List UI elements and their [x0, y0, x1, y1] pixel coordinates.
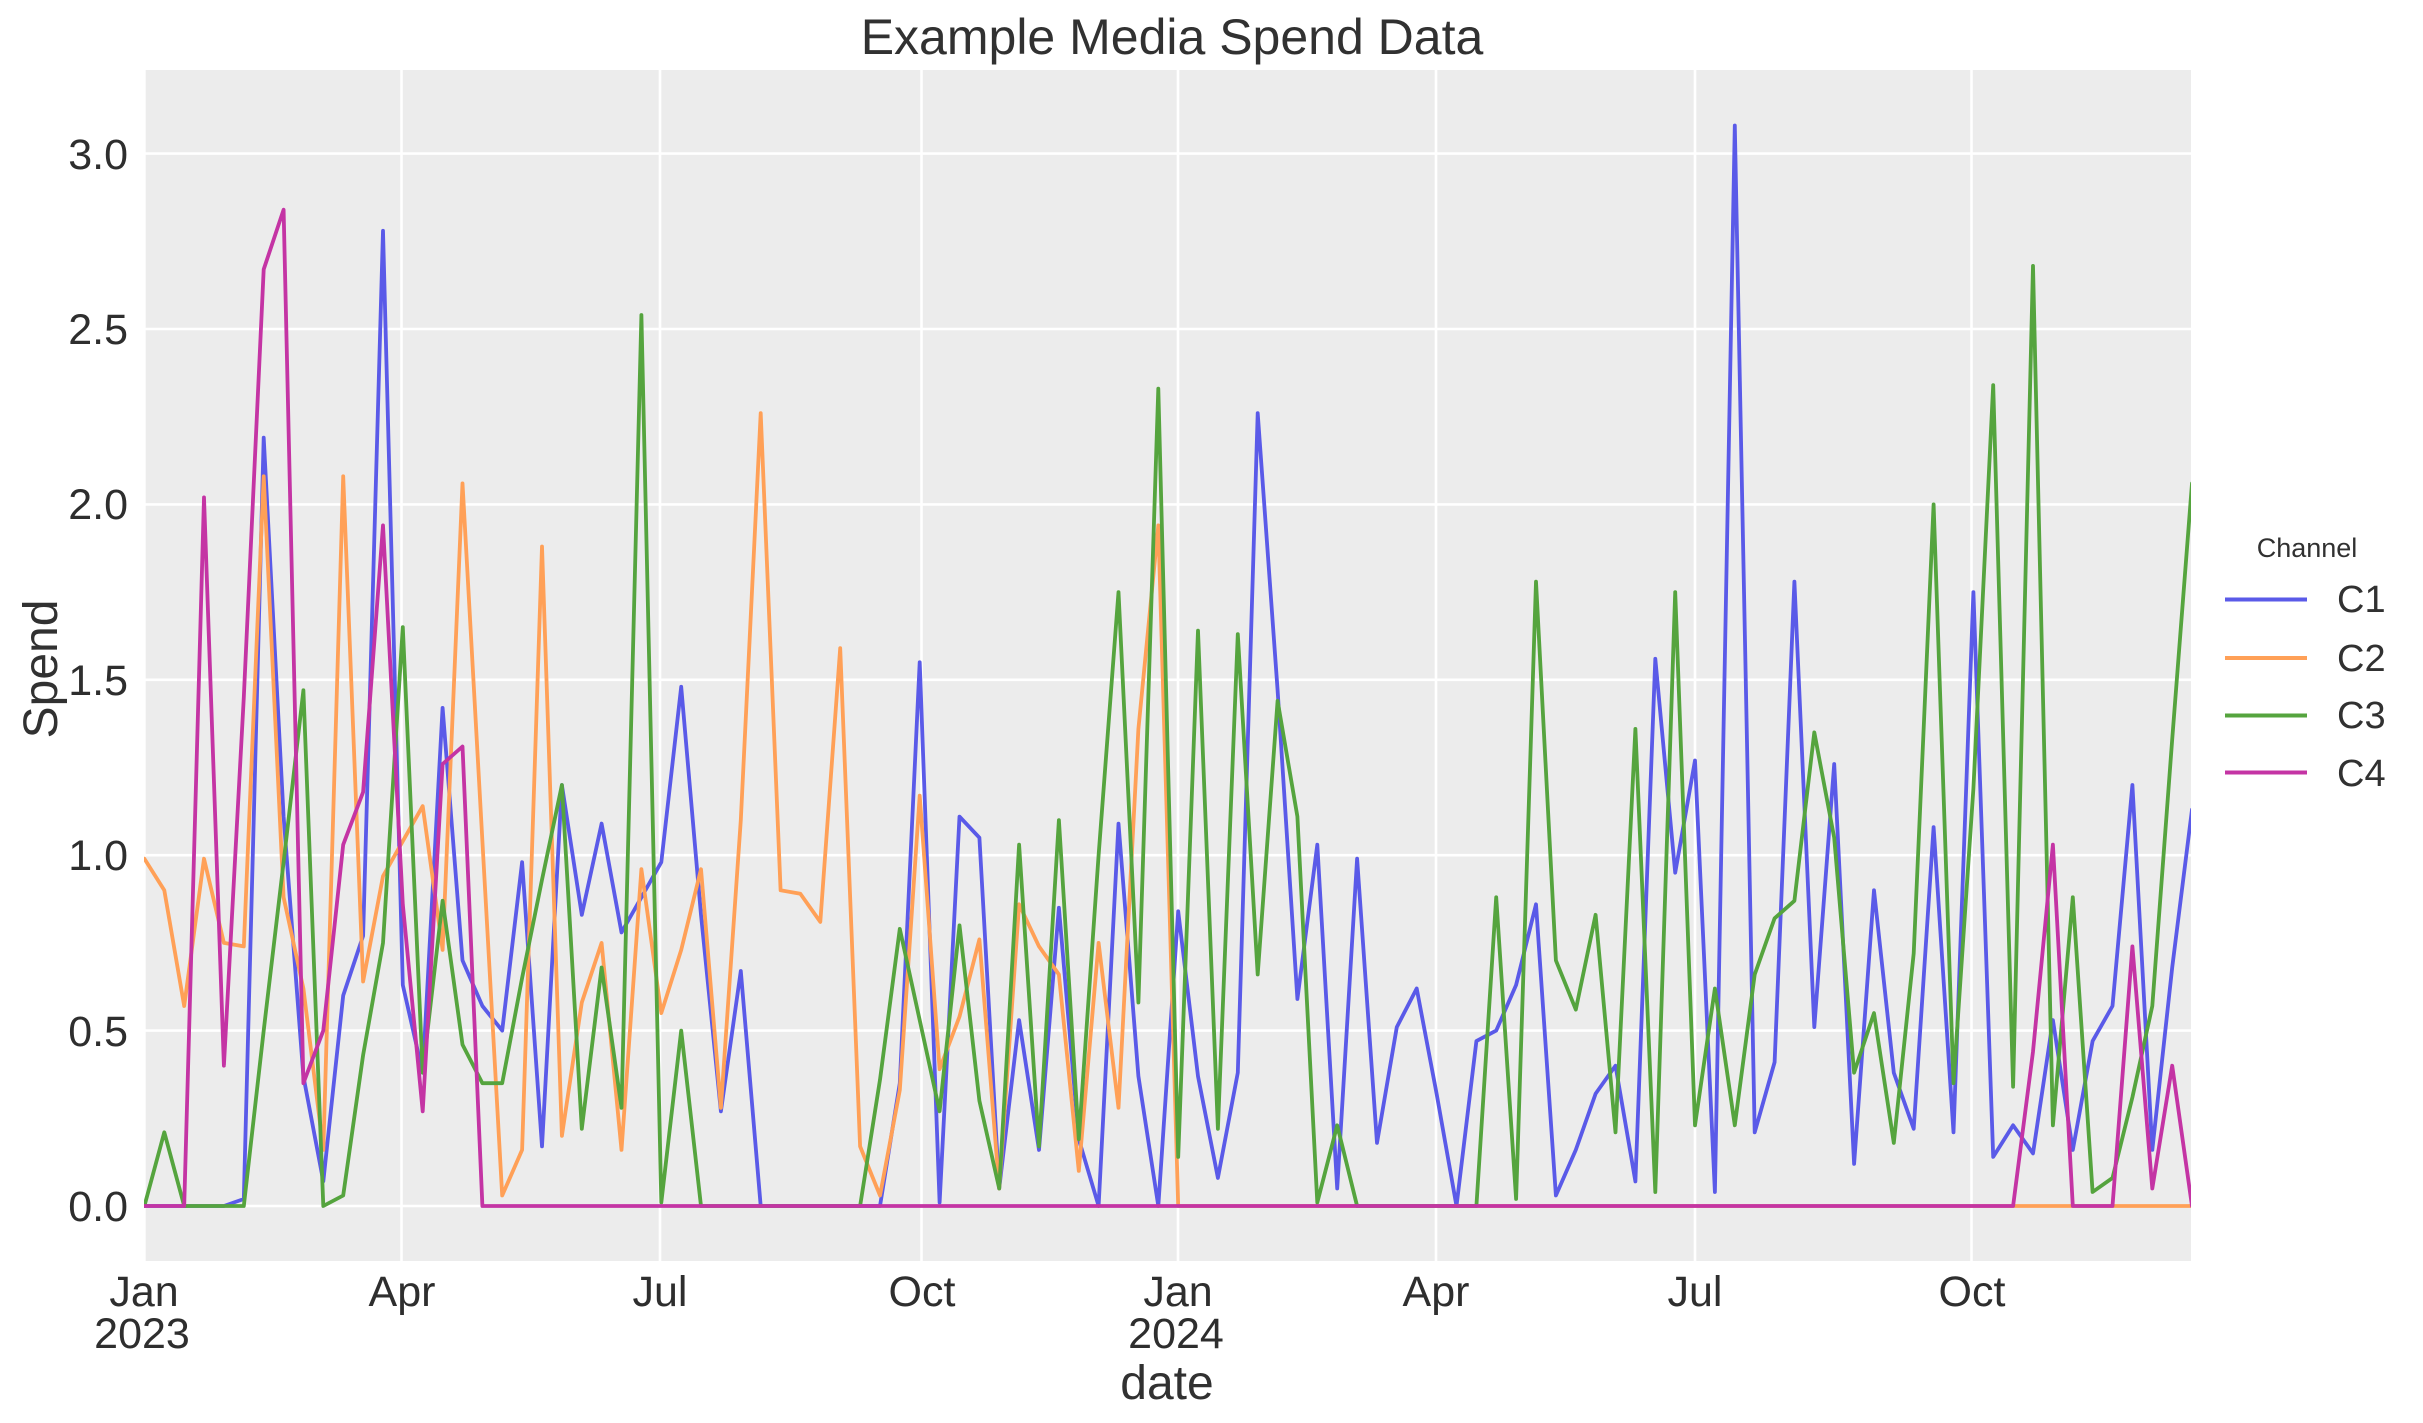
svg-text:2023: 2023 — [94, 1310, 190, 1358]
svg-text:C2: C2 — [2337, 638, 2386, 680]
svg-text:date: date — [1120, 1357, 1213, 1410]
svg-text:Apr: Apr — [1403, 1268, 1470, 1316]
svg-text:Example Media Spend Data: Example Media Spend Data — [861, 9, 1484, 65]
svg-text:1.0: 1.0 — [68, 832, 128, 880]
svg-text:Jan: Jan — [1143, 1268, 1212, 1316]
svg-text:Jul: Jul — [633, 1268, 688, 1316]
svg-text:2.0: 2.0 — [68, 481, 128, 529]
svg-text:2.5: 2.5 — [68, 306, 128, 354]
svg-text:Oct: Oct — [1939, 1268, 2006, 1316]
svg-text:0.5: 0.5 — [68, 1008, 128, 1056]
svg-text:1.5: 1.5 — [68, 657, 128, 705]
svg-text:C1: C1 — [2337, 579, 2386, 621]
svg-text:C4: C4 — [2337, 753, 2386, 795]
svg-text:Channel: Channel — [2257, 533, 2358, 563]
svg-text:Jul: Jul — [1668, 1268, 1723, 1316]
svg-text:Oct: Oct — [889, 1268, 956, 1316]
svg-text:0.0: 0.0 — [68, 1183, 128, 1231]
svg-text:3.0: 3.0 — [68, 131, 128, 179]
svg-text:Spend: Spend — [15, 600, 68, 739]
svg-text:C3: C3 — [2337, 695, 2386, 737]
svg-text:2024: 2024 — [1128, 1310, 1224, 1358]
svg-text:Jan: Jan — [109, 1268, 178, 1316]
svg-text:Apr: Apr — [369, 1268, 436, 1316]
